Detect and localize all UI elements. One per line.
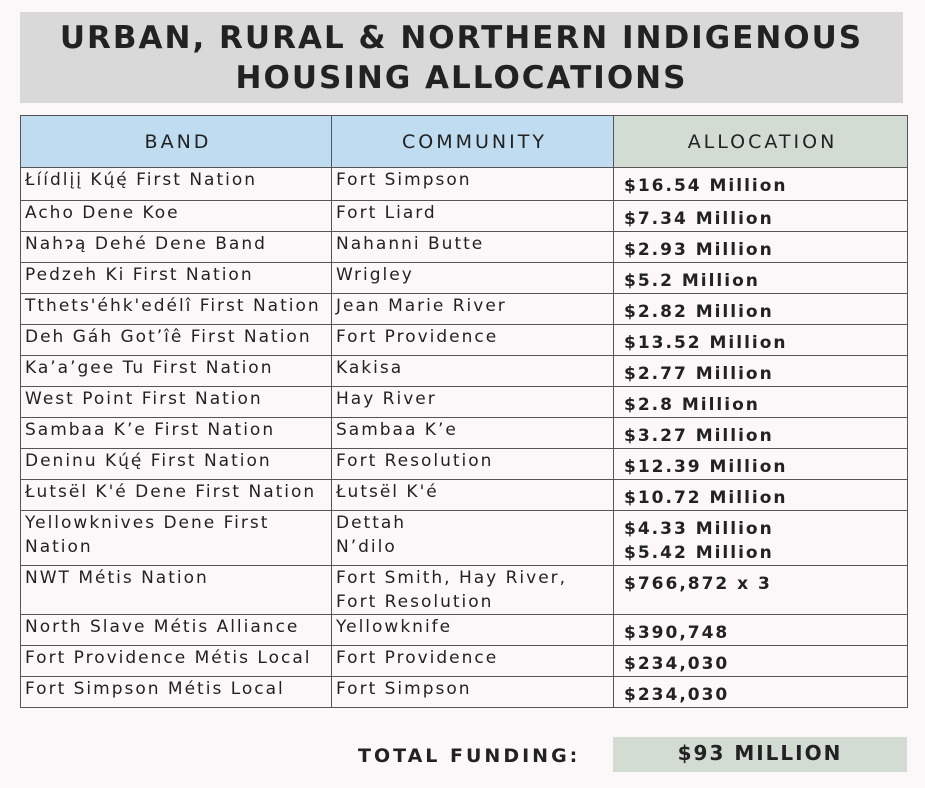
table-row: Deh Gáh Got’îê First Nation Fort Providen… [20,324,908,356]
title-line: HOUSING ALLOCATIONS [235,60,688,96]
column-header: BAND [20,115,332,168]
table-cell: NWT Métis Nation [20,565,332,615]
table-cell: Łutsël K'é [331,479,614,511]
allocation-cell: $2.8 Million [613,386,908,418]
table-cell: Fort Providence [331,324,614,356]
table-cell: Yellowknives Dene First Nation [20,510,332,566]
table-cell: Deninu Kų́ę́ First Nation [20,448,332,480]
allocation-cell: $4.33 Million $5.42 Million [613,510,908,566]
table-row: Ka’a’gee Tu First Nation Kakisa $2.77 Mill… [20,355,908,387]
table-row: Sambaa K’e First Nation Sambaa K’e $3.27 M… [20,417,908,449]
table-cell: Fort Providence [331,645,614,677]
table-row: North Slave Métis Alliance Yellowknife $39… [20,614,908,646]
table-row: Fort Simpson Métis Local Fort Simpson $234… [20,676,908,708]
table-cell: Fort Resolution [331,448,614,480]
table-cell: Acho Dene Koe [20,200,332,232]
table-cell: Łutsël K'é Dene First Nation [20,479,332,511]
allocation-cell: $766,872 x 3 [613,565,908,615]
table-row: NWT Métis Nation Fort Smith, Hay River, F… [20,565,908,615]
table-cell: Deh Gáh Got’îê First Nation [20,324,332,356]
column-header: ALLOCATION [613,115,908,168]
table-row: Łíídlįį Kų́ę́ First Nation Fort Simpson $1… [20,167,908,201]
total-label: TOTAL FUNDING: [358,745,581,767]
table-row: Nahɂą Dehé Dene Band Nahanni Butte $2.93 M… [20,231,908,263]
table-row: Łutsël K'é Dene First Nation Łutsël K'é $1… [20,479,908,511]
cell-line: Dettah [336,513,407,533]
table-cell: Yellowknife [331,614,614,646]
allocation-table: BAND COMMUNITY ALLOCATION Łíídlįį Kų́ę́ Fi… [20,115,908,708]
allocation-cell: $2.77 Million [613,355,908,387]
table-cell: Wrigley [331,262,614,294]
table-cell: Fort Smith, Hay River, Fort Resolution [331,565,614,615]
table-cell: Pedzeh Ki First Nation [20,262,332,294]
allocation-cell: $390,748 [613,614,908,646]
total-value: $93 MILLION [613,737,907,772]
cell-line: $4.33 Million [624,519,774,539]
table-cell: North Slave Métis Alliance [20,614,332,646]
table-cell: Nahɂą Dehé Dene Band [20,231,332,263]
table-cell: Fort Simpson [331,676,614,708]
allocation-cell: $234,030 [613,645,908,677]
column-header: COMMUNITY [331,115,614,168]
table-cell: West Point First Nation [20,386,332,418]
cell-line: $5.42 Million [624,543,774,563]
table-row: Fort Providence Métis Local Fort Providen… [20,645,908,677]
table-cell: Fort Simpson [331,167,614,201]
allocation-cell: $5.2 Million [613,262,908,294]
table-row: Yellowknives Dene First Nation Dettah N’di… [20,510,908,566]
table-row: Deninu Kų́ę́ First Nation Fort Resolution… [20,448,908,480]
table-cell: Sambaa K’e First Nation [20,417,332,449]
table-cell: Hay River [331,386,614,418]
table-cell: Fort Providence Métis Local [20,645,332,677]
title-line: URBAN, RURAL & NORTHERN INDIGENOUS [59,20,864,56]
table-cell: Kakisa [331,355,614,387]
allocation-cell: $7.34 Million [613,200,908,232]
table-cell: Jean Marie River [331,293,614,325]
allocation-cell: $10.72 Million [613,479,908,511]
title: URBAN, RURAL & NORTHERN INDIGENOUS HOUSI… [20,12,903,103]
table-cell: Tthets'éhk'edélî First Nation [20,293,332,325]
table-cell: Fort Simpson Métis Local [20,676,332,708]
table-cell: Fort Liard [331,200,614,232]
allocation-cell: $2.82 Million [613,293,908,325]
table-cell: Nahanni Butte [331,231,614,263]
allocation-cell: $2.93 Million [613,231,908,263]
header-row: BAND COMMUNITY ALLOCATION [20,115,908,168]
table-cell: Dettah N’dilo [331,510,614,566]
allocation-cell: $16.54 Million [613,167,908,201]
allocation-cell: $234,030 [613,676,908,708]
table-row: Tthets'éhk'edélî First Nation Jean Marie … [20,293,908,325]
table-cell: Łíídlįį Kų́ę́ First Nation [20,167,332,201]
cell-line: N’dilo [336,537,397,557]
table-row: Pedzeh Ki First Nation Wrigley $5.2 Millio… [20,262,908,294]
allocation-cell: $13.52 Million [613,324,908,356]
allocation-cell: $12.39 Million [613,448,908,480]
table-cell: Sambaa K’e [331,417,614,449]
table-row: West Point First Nation Hay River $2.8 Mil… [20,386,908,418]
table-row: Acho Dene Koe Fort Liard $7.34 Million [20,200,908,232]
table-cell: Ka’a’gee Tu First Nation [20,355,332,387]
allocation-cell: $3.27 Million [613,417,908,449]
